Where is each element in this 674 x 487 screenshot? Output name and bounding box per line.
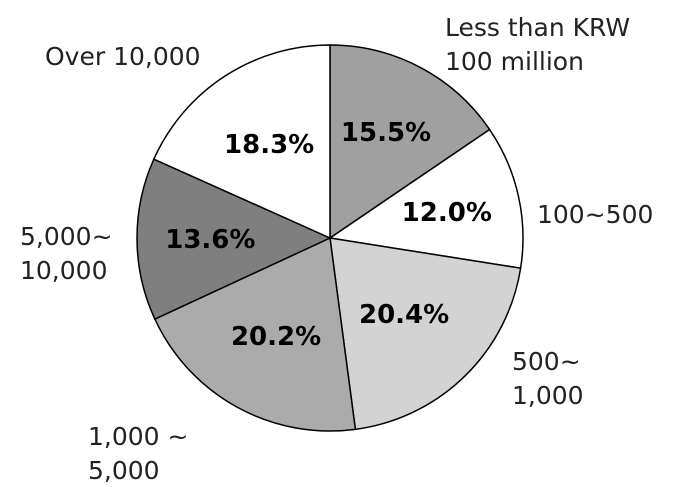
percentage-label: 12.0% <box>402 198 492 228</box>
category-label: 5,000~ 10,000 <box>20 222 113 285</box>
pie-slice-100-500 <box>328 128 524 270</box>
category-label-line: Over 10,000 <box>45 42 201 71</box>
pie-slice-5-000-10-000 <box>136 158 332 321</box>
category-label: 100~500 <box>537 200 653 229</box>
category-label: Less than KRW 100 million <box>445 13 630 76</box>
category-label-line: 10,000 <box>20 256 107 285</box>
category-label-line: 100~500 <box>537 200 653 229</box>
percentage-label: 20.2% <box>231 322 321 352</box>
category-label: 500~ 1,000 <box>512 347 584 410</box>
pie-slice-1-000-5-000 <box>153 236 357 432</box>
percentage-label: 18.3% <box>224 130 314 160</box>
category-label: Over 10,000 <box>45 42 201 71</box>
category-label-line: 1,000 <box>512 381 584 410</box>
percentage-label: 20.4% <box>359 300 449 330</box>
pie-slices <box>136 44 524 432</box>
category-label: 1,000 ~ 5,000 <box>88 422 188 485</box>
category-label-line: 100 million <box>445 47 584 76</box>
category-label-line: 5,000~ <box>20 222 113 251</box>
pie-slice-500-1-000 <box>329 237 522 431</box>
pie-slice-over-10-000 <box>152 44 331 240</box>
category-label-line: 5,000 <box>88 456 160 485</box>
category-label-line: 500~ <box>512 347 581 376</box>
pie-slice-less-than-krw-100-million <box>329 44 491 240</box>
percentage-labels: 15.5% 12.0% 20.4% 20.2% 13.6% 18.3% <box>165 118 492 352</box>
percentage-label: 13.6% <box>165 225 255 255</box>
percentage-label: 15.5% <box>341 118 431 148</box>
category-label-line: 1,000 ~ <box>88 422 188 451</box>
category-labels: Less than KRW 100 million 100~500 500~ 1,000… <box>20 13 653 485</box>
category-label-line: Less than KRW <box>445 13 630 42</box>
